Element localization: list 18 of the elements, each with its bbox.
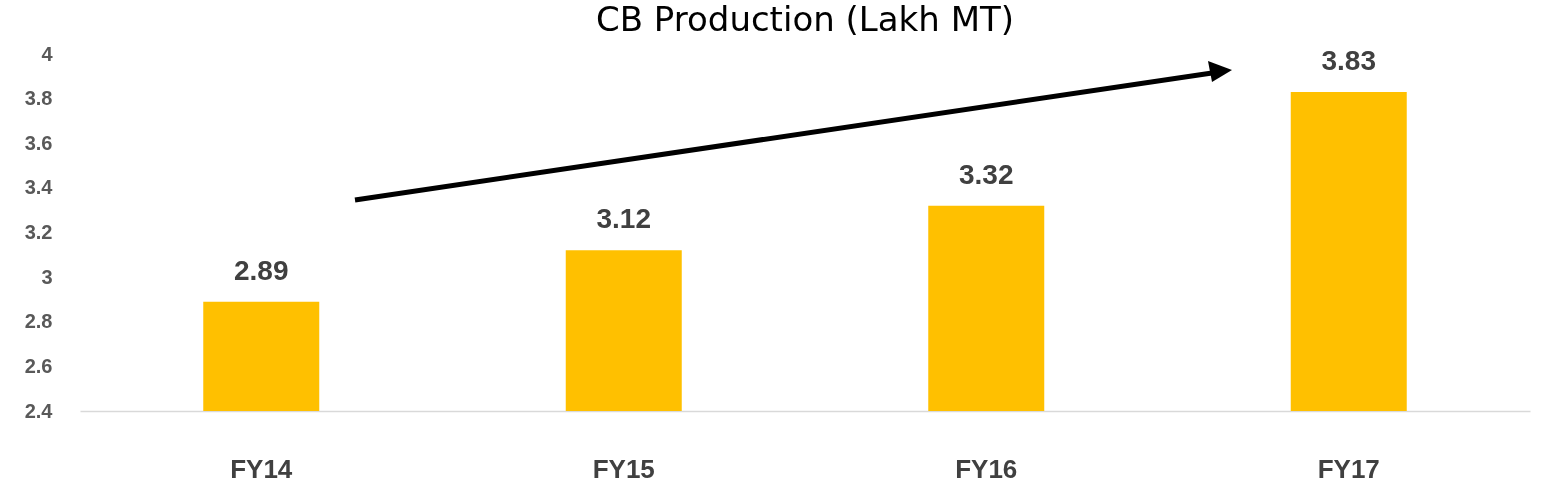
data-label: 3.83	[1321, 44, 1376, 76]
y-tick-label: 2.6	[24, 354, 53, 377]
y-tick-label: 2.8	[24, 310, 53, 333]
y-tick-label: 3.4	[24, 176, 54, 199]
data-label: 3.32	[959, 158, 1014, 190]
x-tick-label: FY16	[955, 453, 1018, 484]
data-label: 2.89	[234, 254, 289, 286]
y-tick-label: 3.6	[24, 131, 53, 154]
y-tick-label: 2.4	[24, 399, 54, 422]
x-tick-label: FY15	[592, 453, 655, 484]
y-tick-label: 3.2	[24, 221, 53, 243]
chart-title: CB Production (Lakh MT)	[595, 0, 1015, 39]
data-label: 3.12	[596, 203, 651, 235]
y-tick-label: 3	[41, 265, 53, 288]
y-tick-label: 3.8	[24, 87, 53, 110]
x-tick-label: FY17	[1317, 453, 1380, 484]
x-tick-label: FY14	[230, 453, 293, 484]
y-tick-label: 4	[41, 42, 54, 65]
